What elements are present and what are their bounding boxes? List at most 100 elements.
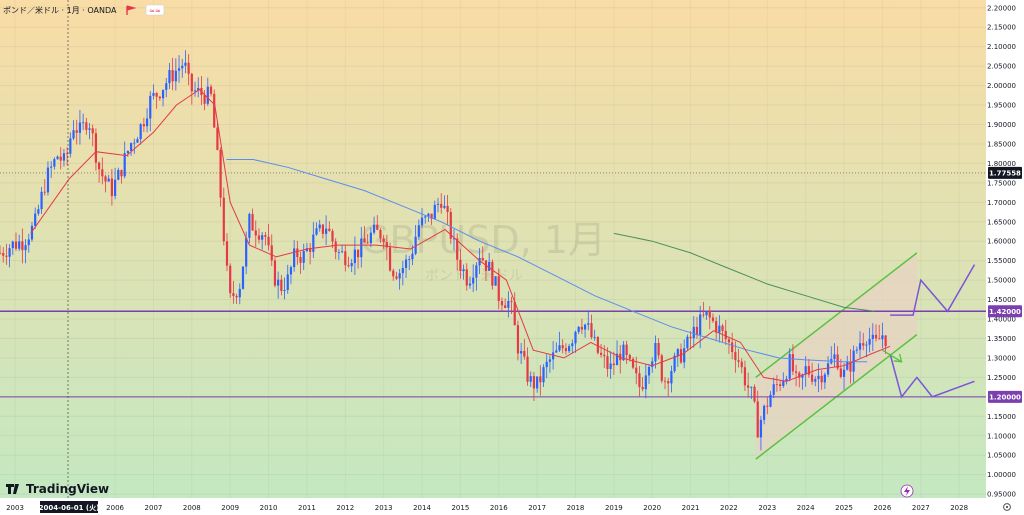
legend-toggle-icon[interactable] [145, 4, 165, 16]
candle-body [2, 253, 5, 256]
candle-body [526, 356, 529, 382]
candle-body [34, 213, 37, 226]
symbol-title: ポンド／米ドル · 1月 · OANDA [3, 5, 117, 15]
x-tick-label: 2027 [912, 504, 930, 512]
candle-body [197, 87, 200, 91]
candle-body [283, 289, 286, 291]
price-axis-background [986, 0, 1024, 515]
candle-body [165, 83, 168, 90]
candle-body [833, 354, 836, 360]
candle-body [529, 376, 532, 382]
candle-body [235, 296, 238, 298]
candle-body [679, 349, 683, 363]
candle-body [325, 228, 328, 234]
tradingview-logo[interactable]: TradingView [6, 482, 109, 496]
candle-body [468, 283, 472, 286]
ma-indicator-icon[interactable]: ≈≈ [149, 7, 161, 15]
candle-body [775, 384, 779, 386]
candle-body [398, 273, 401, 279]
candle-body [229, 265, 232, 294]
candle-body [424, 216, 427, 218]
candle-body [356, 249, 360, 258]
candle-body [404, 259, 408, 268]
candle-body [213, 93, 216, 128]
candle-body [53, 159, 56, 167]
x-tick-label: 2010 [260, 504, 278, 512]
y-tick-label: 1.85000 [987, 140, 1016, 148]
candle-body [264, 235, 267, 237]
candle-body [277, 279, 280, 286]
candle-body [0, 252, 2, 254]
candle-body [842, 369, 846, 377]
candle-body [142, 124, 145, 127]
candle-body [702, 314, 705, 316]
x-tick-label: 2003 [6, 504, 24, 512]
candle-body [683, 348, 686, 363]
candle-body [104, 176, 107, 182]
x-tick-label: 2018 [567, 504, 585, 512]
candle-body [507, 300, 510, 308]
candle-body [647, 366, 651, 376]
candle-body [673, 355, 676, 372]
candle-body [443, 205, 446, 208]
candle-body [184, 62, 187, 66]
candle-body [804, 366, 807, 375]
candle-body [798, 372, 801, 378]
candle-body [24, 245, 27, 251]
candle-body [651, 361, 654, 367]
candle-body [18, 241, 21, 249]
candle-body [500, 301, 504, 306]
y-tick-label: 2.05000 [987, 63, 1016, 71]
candle-body [161, 89, 165, 99]
time-axis[interactable]: 2003 2006 2007 2008 2009 2010 2011 2012 2013 2014… [6, 504, 968, 512]
channel-upper-line [755, 252, 918, 378]
candle-body [321, 224, 325, 234]
lightning-icon[interactable] [900, 484, 914, 498]
candle-body [670, 371, 673, 384]
candle-body [209, 86, 213, 94]
candle-body [817, 375, 820, 380]
candle-body [309, 248, 312, 252]
candle-body [810, 374, 814, 382]
candle-body [452, 238, 456, 240]
candle-body [724, 330, 727, 340]
candle-body [772, 384, 775, 395]
candle-body [763, 405, 766, 420]
price-axis[interactable]: 0.95000 1.00000 1.05000 1.10000 1.15000 1.200… [987, 4, 1022, 499]
candle-body [699, 314, 702, 336]
candle-body [433, 204, 436, 219]
green-arrow-head [893, 353, 903, 363]
candle-body [654, 342, 657, 362]
settings-gear-icon[interactable] [1003, 503, 1011, 511]
y-tick-label: 1.70000 [987, 199, 1016, 207]
price-tag [988, 305, 1022, 318]
candle-body [849, 361, 852, 372]
candle-body [785, 378, 788, 381]
candle-body [334, 241, 337, 253]
candle-body [420, 217, 424, 226]
candle-body [660, 355, 663, 381]
candle-body [436, 203, 440, 205]
horizontal-lines[interactable] [0, 172, 986, 398]
candle-body [110, 178, 114, 197]
candle-body [615, 353, 619, 366]
x-tick-label: 2022 [720, 504, 738, 512]
flag-icon[interactable] [126, 5, 137, 15]
candle-body [881, 335, 884, 340]
y-tick-label: 1.60000 [987, 238, 1016, 246]
x-tick-label: 2015 [451, 504, 469, 512]
candle-body [823, 374, 826, 383]
x-tick-label: 2026 [873, 504, 891, 512]
candle-body [788, 354, 791, 379]
candle-body [267, 236, 270, 246]
candle-body [385, 242, 388, 248]
candle-body [177, 68, 181, 71]
candle-body [299, 257, 302, 263]
candle-body [862, 343, 865, 346]
candle-body [254, 230, 257, 236]
candle-body [149, 95, 152, 119]
projection-paths[interactable] [882, 264, 976, 399]
y-tick-label: 2.00000 [987, 82, 1016, 90]
candle-body [88, 128, 91, 130]
